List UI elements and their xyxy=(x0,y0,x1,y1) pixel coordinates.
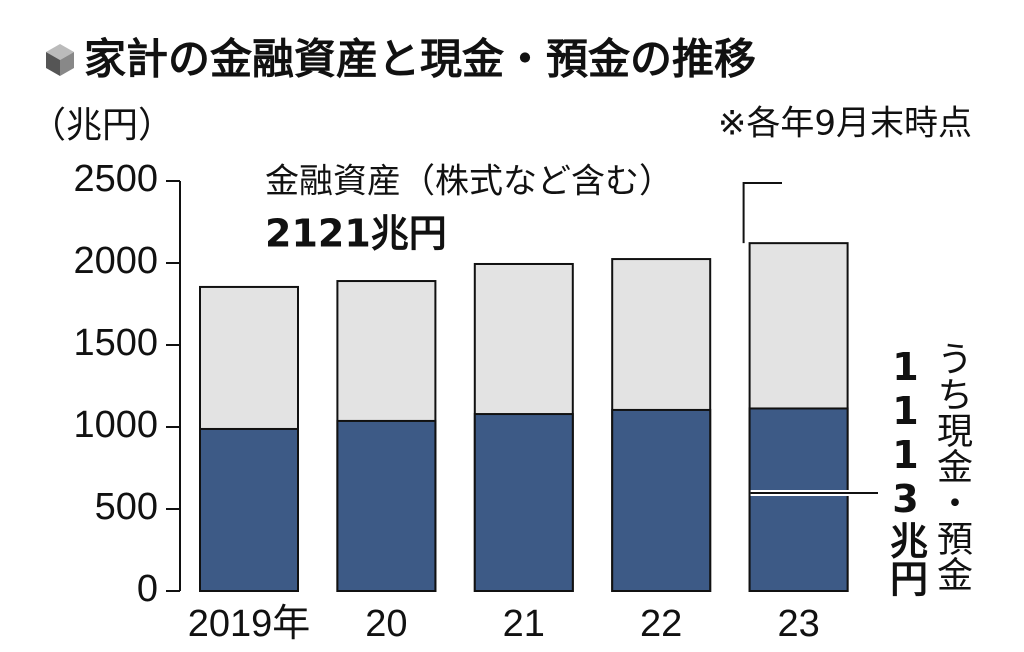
note: ※各年9月末時点 xyxy=(718,104,972,144)
y-tick-label: 2000 xyxy=(73,240,158,282)
chart-title: 家計の金融資産と現金・預金の推移 xyxy=(84,35,756,84)
x-tick-label: 21 xyxy=(503,603,545,645)
x-tick-label: 22 xyxy=(640,603,682,645)
title-icon xyxy=(46,44,74,76)
series-label: 金融資産（株式など含む） xyxy=(265,162,673,202)
y-axis-label: （兆円） xyxy=(30,105,174,146)
series-label: うち現金・預金 xyxy=(931,340,972,592)
y-tick-label: 2500 xyxy=(73,158,158,200)
y-tick-label: 500 xyxy=(95,486,158,528)
y-tick-label: 1000 xyxy=(73,404,158,446)
bar xyxy=(199,427,299,592)
bar xyxy=(336,419,437,592)
x-tick-label: 2019年 xyxy=(188,603,311,645)
value-label: 2121兆円 xyxy=(265,212,447,256)
x-tick-label: 20 xyxy=(365,603,407,645)
value-label: 1113兆円 xyxy=(884,345,928,597)
bar xyxy=(748,407,849,592)
y-tick-label: 0 xyxy=(137,568,158,610)
bar xyxy=(473,413,574,592)
x-tick-label: 23 xyxy=(777,603,819,645)
y-tick-label: 1500 xyxy=(73,322,158,364)
bar xyxy=(611,408,712,592)
leader-line xyxy=(742,182,782,244)
